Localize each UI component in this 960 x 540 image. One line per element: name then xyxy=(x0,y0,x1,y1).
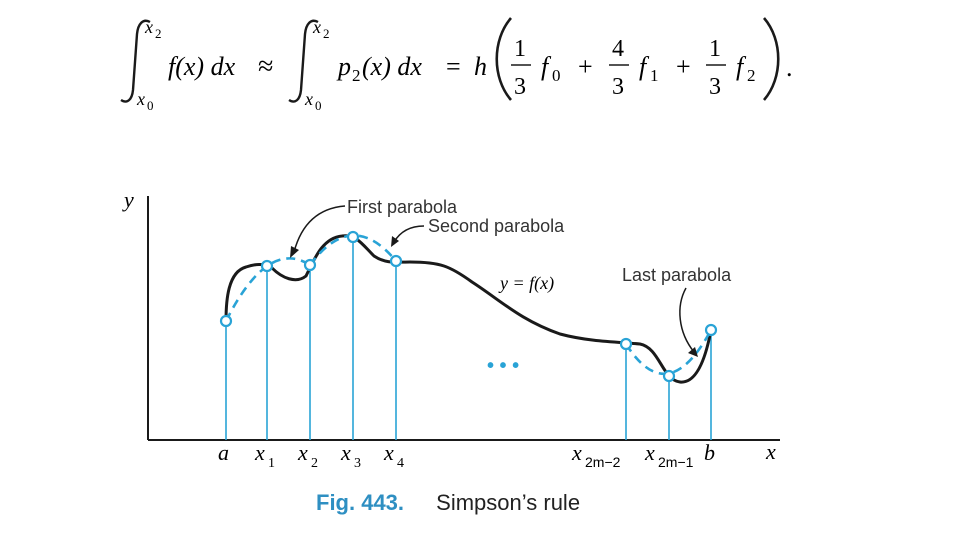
mid-integrand-rest: (x) dx xyxy=(362,52,422,81)
tick-sub-x1: 1 xyxy=(268,456,275,471)
tick-label-x1: x xyxy=(254,440,265,465)
last-parabola xyxy=(624,329,713,375)
curve-label: y = f(x) xyxy=(498,273,554,294)
integral-2-upper: x xyxy=(312,17,321,37)
coef2-num: 4 xyxy=(612,36,624,62)
node-b xyxy=(704,323,718,337)
node-x1 xyxy=(260,259,274,273)
integral-1-lower: x xyxy=(136,89,145,109)
equals-symbol: = xyxy=(446,52,461,81)
integral-1-upper: x xyxy=(144,17,153,37)
tick-label-x2m1: x xyxy=(644,440,655,465)
tick-label-a: a xyxy=(218,440,229,465)
formula-period: . xyxy=(786,53,793,82)
node-x3 xyxy=(346,230,360,244)
last-parabola-arrowhead xyxy=(688,347,698,357)
node-x2 xyxy=(303,258,317,272)
coef1-num: 1 xyxy=(514,36,526,62)
first-parabola-arrowhead xyxy=(290,246,299,258)
figure-title: Simpson’s rule xyxy=(436,490,581,515)
first-parabola-arrow xyxy=(293,205,346,253)
mid-integrand-p: p xyxy=(336,52,351,81)
mid-integrand-sub: 2 xyxy=(352,66,361,85)
coef2-den: 3 xyxy=(612,74,624,100)
node-a xyxy=(219,314,233,328)
integral-sign-1 xyxy=(120,19,151,103)
node-x4 xyxy=(389,254,403,268)
integral-2-upper-sub: 2 xyxy=(323,26,330,41)
f0-symbol: f xyxy=(541,52,552,81)
h-symbol: h xyxy=(474,52,487,81)
coef1-den: 3 xyxy=(514,74,526,100)
second-parabola-arrowhead xyxy=(391,236,399,247)
f2-sub: 2 xyxy=(747,66,756,85)
simpson-diagram: y x • • • First para xyxy=(122,187,780,471)
x-axis-label: x xyxy=(765,439,776,464)
coef3-den: 3 xyxy=(709,74,721,100)
integral-1-lower-sub: 0 xyxy=(147,98,154,113)
node-x2m2 xyxy=(619,337,633,351)
figure-number: Fig. 443. xyxy=(316,490,405,515)
second-parabola-arrow xyxy=(393,225,425,243)
right-paren xyxy=(763,17,780,101)
integral-1-upper-sub: 2 xyxy=(155,26,162,41)
y-axis-label: y xyxy=(122,187,134,212)
f1-symbol: f xyxy=(639,52,650,81)
tick-sub-x4: 4 xyxy=(397,456,404,471)
tick-sub-x3: 3 xyxy=(354,456,361,471)
f1-sub: 1 xyxy=(650,66,659,85)
second-parabola-label: Second parabola xyxy=(428,216,565,236)
last-parabola-label: Last parabola xyxy=(622,265,732,285)
tick-label-x4: x xyxy=(383,440,394,465)
f2-symbol: f xyxy=(736,52,747,81)
tick-label-b: b xyxy=(704,440,715,465)
first-parabola xyxy=(224,257,311,322)
last-parabola-arrow xyxy=(679,287,695,353)
tick-sub-x2m1: 2m−1 xyxy=(658,454,694,470)
integral-sign-2 xyxy=(288,19,319,103)
tick-sub-x2m2: 2m−2 xyxy=(585,454,621,470)
approx-symbol: ≈ xyxy=(258,51,273,82)
first-parabola-label: First parabola xyxy=(347,197,458,217)
f0-sub: 0 xyxy=(552,66,561,85)
lhs-integrand: f(x) dx xyxy=(168,52,236,81)
plus-2: + xyxy=(676,52,691,81)
ellipsis: • • • xyxy=(487,355,519,377)
integral-2-lower-sub: 0 xyxy=(315,98,322,113)
tick-label-x2m2: x xyxy=(571,440,582,465)
node-x2m1 xyxy=(662,369,676,383)
plus-1: + xyxy=(578,52,593,81)
coef3-num: 1 xyxy=(709,36,721,62)
figure-caption: Fig. 443. Simpson’s rule xyxy=(316,490,580,516)
integral-2-lower: x xyxy=(304,89,313,109)
simpson-formula: x 2 x 0 f(x) dx ≈ x 2 x 0 p 2 (x) dx = h… xyxy=(120,17,793,113)
tick-label-x3: x xyxy=(340,440,351,465)
left-paren xyxy=(495,17,512,101)
tick-sub-x2: 2 xyxy=(311,456,318,471)
tick-label-x2: x xyxy=(297,440,308,465)
